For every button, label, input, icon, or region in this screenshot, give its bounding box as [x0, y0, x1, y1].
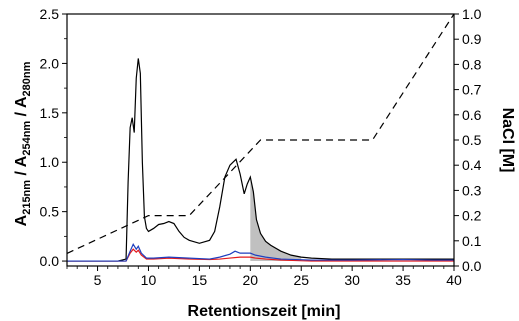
right-y-tick-label: 0.8: [462, 56, 482, 72]
right-y-tick-label: 0.9: [462, 31, 482, 47]
right-y-tick-label: 1.0: [462, 6, 482, 22]
x-tick-label: 25: [293, 272, 309, 288]
series-line-nacl-gradient: [66, 13, 455, 254]
x-tick-label: 5: [94, 272, 102, 288]
series-line-a280: [67, 242, 454, 262]
x-tick-label: 10: [141, 272, 157, 288]
left-y-tick-label: 1.0: [40, 154, 60, 170]
ylabel-part-sub2: 254nm: [21, 121, 33, 156]
ylabel-part-sub3: 280nm: [21, 61, 33, 96]
right-y-tick-label: 0.0: [462, 258, 482, 274]
shaded-peak-region: [250, 177, 302, 262]
right-y-tick-label: 0.4: [462, 157, 482, 173]
left-y-tick-label: 0.0: [40, 253, 60, 269]
right-y-tick-label: 0.5: [462, 132, 482, 148]
left-y-tick-label: 2.5: [40, 6, 60, 22]
plot-area: [66, 13, 455, 262]
right-y-tick-label: 0.3: [462, 182, 482, 198]
left-y-tick-label: 0.5: [40, 204, 60, 220]
left-y-axis-ticks: 0.0 0.5 1.0 1.5 2.0 2.5: [40, 6, 67, 269]
right-y-tick-label: 0.2: [462, 208, 482, 224]
x-tick-label: 35: [395, 272, 411, 288]
right-y-tick-label: 0.6: [462, 107, 482, 123]
x-axis-ticks: 5 10 15 20 25 30 35 40: [66, 266, 462, 288]
ylabel-part-a3: / A: [13, 96, 30, 121]
left-y-axis-label: A215nm / A254nm / A280nm: [13, 61, 33, 226]
right-y-tick-label: 0.1: [462, 233, 482, 249]
right-y-axis-label: NaCl [M]: [499, 108, 516, 173]
x-tick-label: 30: [344, 272, 360, 288]
x-tick-label: 40: [446, 272, 462, 288]
x-tick-label: 15: [192, 272, 208, 288]
x-tick-label: 20: [243, 272, 259, 288]
left-y-tick-label: 1.5: [40, 105, 60, 121]
series-line-a215: [67, 58, 454, 262]
ylabel-part-sub1: 215nm: [21, 180, 33, 215]
ylabel-part-a1: A: [13, 214, 30, 226]
x-axis-label: Retentionszeit [min]: [188, 303, 341, 320]
right-y-axis-ticks: 0.0 0.1 0.2 0.3 0.4 0.5 0.6 0.7 0.8 0.9 1.0: [454, 6, 482, 274]
ylabel-part-a2: / A: [13, 155, 30, 180]
right-y-tick-label: 0.7: [462, 82, 482, 98]
left-y-tick-label: 2.0: [40, 55, 60, 71]
